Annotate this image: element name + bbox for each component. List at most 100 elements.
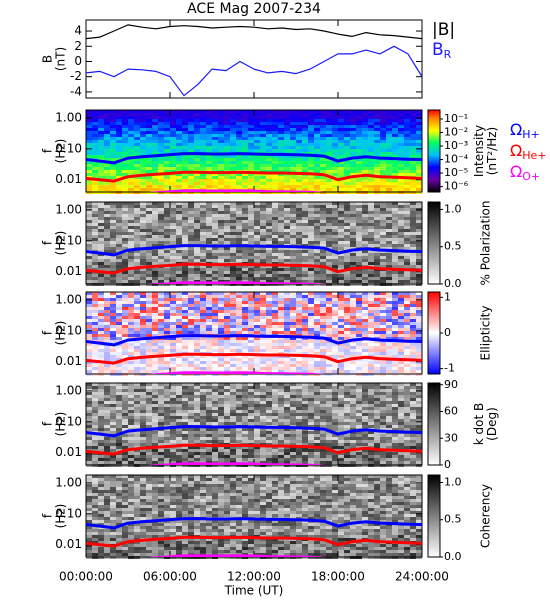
texture-cell: [212, 167, 218, 170]
texture-cell: [170, 370, 176, 373]
texture-cell: [392, 295, 398, 298]
texture-cell: [188, 253, 194, 256]
texture-cell: [146, 250, 152, 253]
texture-cell: [170, 128, 176, 131]
texture-cell: [128, 113, 134, 116]
texture-cell: [134, 383, 140, 386]
texture-cell: [164, 331, 170, 334]
texture-cell: [350, 232, 356, 235]
texture-cell: [266, 301, 272, 304]
texture-cell: [386, 337, 392, 340]
texture-cell: [284, 235, 290, 238]
texture-cell: [338, 322, 344, 325]
texture-cell: [230, 116, 236, 119]
texture-cell: [338, 155, 344, 158]
texture-cell: [416, 313, 422, 316]
texture-cell: [218, 176, 224, 179]
legend-entry: ΩO+: [510, 162, 540, 184]
texture-cell: [314, 304, 320, 307]
texture-cell: [236, 355, 242, 358]
texture-cell: [374, 179, 380, 182]
texture-cell: [386, 232, 392, 235]
texture-cell: [362, 241, 368, 244]
texture-cell: [200, 223, 206, 226]
texture-cell: [374, 226, 380, 229]
texture-cell: [128, 217, 134, 220]
texture-cell: [278, 322, 284, 325]
texture-cell: [146, 319, 152, 322]
texture-cell: [392, 328, 398, 331]
texture-cell: [122, 367, 128, 370]
y-tick-label: 0.01: [55, 172, 82, 186]
texture-cell: [140, 182, 146, 185]
texture-cell: [344, 313, 350, 316]
texture-cell: [218, 355, 224, 358]
texture-cell: [362, 271, 368, 274]
texture-cell: [164, 349, 170, 352]
texture-cell: [152, 185, 158, 188]
texture-cell: [116, 235, 122, 238]
texture-cell: [296, 116, 302, 119]
texture-cell: [404, 122, 410, 125]
texture-cell: [200, 247, 206, 250]
texture-cell: [242, 217, 248, 220]
texture-cell: [176, 310, 182, 313]
texture-cell: [404, 238, 410, 241]
texture-cell: [260, 274, 266, 277]
texture-cell: [380, 128, 386, 131]
texture-cell: [380, 244, 386, 247]
texture-cell: [368, 226, 374, 229]
texture-cell: [170, 205, 176, 208]
texture-cell: [362, 140, 368, 143]
texture-cell: [272, 277, 278, 280]
texture-cell: [92, 214, 98, 217]
texture-cell: [236, 322, 242, 325]
texture-cell: [200, 158, 206, 161]
texture-cell: [296, 322, 302, 325]
texture-cell: [158, 343, 164, 346]
texture-cell: [302, 322, 308, 325]
texture-cell: [242, 176, 248, 179]
texture-cell: [308, 274, 314, 277]
texture-cell: [206, 383, 212, 386]
texture-cell: [98, 244, 104, 247]
texture-cell: [374, 173, 380, 176]
texture-cell: [224, 116, 230, 119]
texture-cell: [368, 205, 374, 208]
texture-cell: [218, 256, 224, 259]
texture-cell: [152, 235, 158, 238]
texture-cell: [104, 265, 110, 268]
texture-cell: [260, 292, 266, 295]
texture-cell: [320, 229, 326, 232]
texture-cell: [302, 349, 308, 352]
texture-cell: [86, 259, 92, 262]
texture-cell: [206, 229, 212, 232]
texture-cell: [350, 113, 356, 116]
texture-cell: [170, 328, 176, 331]
texture-cell: [266, 247, 272, 250]
texture-cell: [242, 113, 248, 116]
texture-cell: [236, 250, 242, 253]
texture-cell: [206, 140, 212, 143]
texture-cell: [338, 383, 344, 386]
texture-cell: [86, 295, 92, 298]
texture-cell: [374, 274, 380, 277]
texture-cell: [260, 134, 266, 137]
texture-cell: [356, 280, 362, 283]
texture-cell: [398, 247, 404, 250]
texture-cell: [242, 313, 248, 316]
texture-cell: [326, 349, 332, 352]
texture-cell: [104, 211, 110, 214]
texture-cell: [146, 170, 152, 173]
texture-cell: [134, 164, 140, 167]
texture-cell: [284, 259, 290, 262]
texture-cell: [284, 188, 290, 191]
texture-cell: [356, 250, 362, 253]
texture-cell: [122, 274, 128, 277]
texture-cell: [302, 331, 308, 334]
texture-cell: [302, 170, 308, 173]
texture-cell: [260, 119, 266, 122]
texture-cell: [92, 358, 98, 361]
texture-cell: [158, 176, 164, 179]
texture-cell: [326, 319, 332, 322]
